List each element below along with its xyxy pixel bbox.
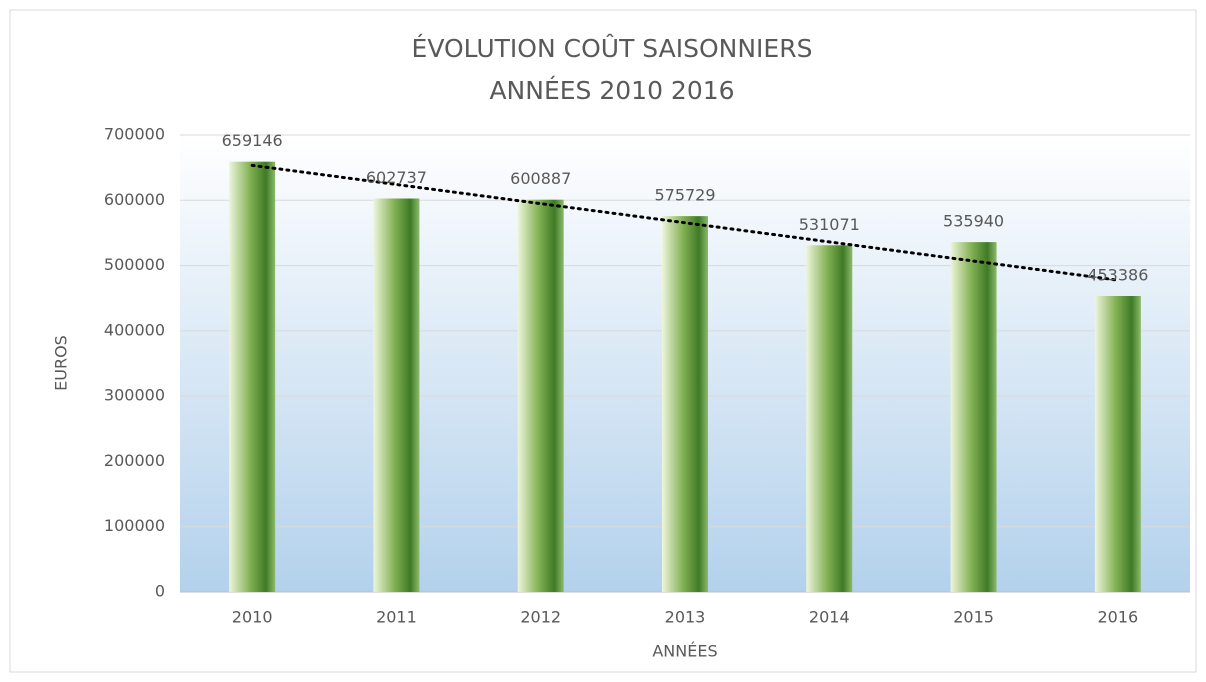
bar	[1094, 296, 1141, 592]
bar	[662, 216, 708, 592]
trendline	[250, 163, 1120, 282]
y-axis-label: EUROS	[52, 335, 71, 391]
data-label: 602737	[366, 168, 427, 187]
bar	[950, 242, 997, 593]
x-tick-label: 2013	[665, 608, 706, 627]
x-tick-label: 2015	[953, 608, 994, 627]
data-label: 453386	[1087, 266, 1148, 285]
bar	[373, 198, 420, 592]
y-tick-label: 100000	[104, 516, 165, 535]
data-label: 600887	[510, 169, 571, 188]
data-label: 531071	[799, 215, 860, 234]
bar	[229, 161, 276, 593]
x-tick-label: 2014	[809, 608, 850, 627]
data-label: 659146	[222, 131, 283, 150]
y-tick-label: 700000	[104, 125, 165, 144]
data-label: 575729	[654, 186, 715, 205]
x-tick-label: 2011	[376, 608, 417, 627]
x-axis-label: ANNÉES	[652, 642, 717, 661]
y-tick-label: 0	[155, 582, 165, 601]
x-tick-label: 2012	[520, 608, 561, 627]
bar	[806, 245, 853, 592]
y-tick-label: 500000	[104, 255, 165, 274]
chart-title: ÉVOLUTION COÛT SAISONNIERS	[412, 33, 813, 63]
y-tick-label: 200000	[104, 451, 165, 470]
data-label: 535940	[943, 212, 1004, 231]
bar	[517, 199, 564, 592]
x-tick-label: 2010	[232, 608, 273, 627]
y-tick-label: 400000	[104, 320, 165, 339]
chart-subtitle: ANNÉES 2010 2016	[489, 76, 734, 105]
y-tick-label: 300000	[104, 386, 165, 405]
x-tick-label: 2016	[1097, 608, 1138, 627]
y-tick-label: 600000	[104, 190, 165, 209]
